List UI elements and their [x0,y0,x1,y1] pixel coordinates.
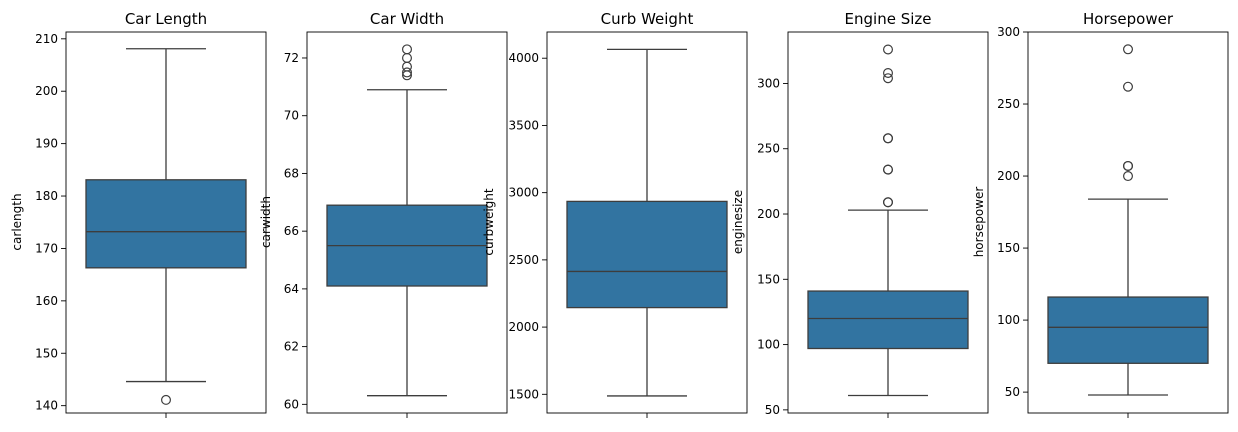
y-tick-label: 210 [35,32,58,46]
y-axis-label: carlength [10,193,24,250]
y-tick-label: 64 [284,282,299,296]
y-tick-label: 66 [284,224,299,238]
y-axis: 60 62 64 66 68 70 72 [284,51,307,411]
y-tick-label: 1500 [508,387,539,401]
outlier-point [1122,44,1133,55]
subplot-title: Horsepower [1083,10,1174,28]
y-tick-label: 150 [757,272,780,286]
y-tick-label: 72 [284,51,299,65]
y-tick-label: 3000 [508,186,539,200]
outlier-point [1122,160,1133,171]
y-tick-label: 190 [35,137,58,151]
outlier-point [882,164,893,175]
y-tick-label: 2500 [508,253,539,267]
y-tick-label: 4000 [508,51,539,65]
iqr-box [566,200,728,309]
y-tick-label: 300 [997,25,1020,39]
y-tick-label: 100 [997,313,1020,327]
y-tick-label: 70 [284,109,299,123]
y-tick-label: 140 [35,399,58,413]
iqr-box [1047,296,1209,364]
iqr-box [807,290,969,350]
subplot-horsepower: Horsepower horsepower 50 100 150 200 250 300 [972,10,1229,418]
outlier-point [882,133,893,144]
y-axis-label: curbweight [482,188,496,256]
y-tick-label: 3500 [508,118,539,132]
y-tick-label: 300 [757,76,780,90]
y-tick-label: 50 [765,403,780,417]
outlier-point [402,44,413,55]
plot-area [326,44,488,397]
y-tick-label: 62 [284,340,299,354]
plot-area [85,48,247,405]
subplot-title: Car Length [125,10,207,28]
y-axis: 1500 2000 2500 3000 3500 4000 [508,51,547,401]
y-tick-label: 68 [284,166,299,180]
y-tick-label: 160 [35,294,58,308]
subplot-title: Curb Weight [601,10,694,28]
outlier-point [882,67,893,78]
plot-area [807,44,969,397]
outlier-point [882,44,893,55]
y-tick-label: 2000 [508,320,539,334]
y-axis-label: enginesize [731,190,745,254]
y-axis-label: horsepower [972,187,986,258]
plot-area [1047,44,1209,396]
outlier-point [1122,171,1133,182]
y-tick-label: 100 [757,338,780,352]
outlier-point [882,73,893,84]
y-tick-label: 250 [757,142,780,156]
y-axis-label: carwidth [259,196,273,248]
subplot-car-length: Car Length carlength 140 150 160 170 180 190 2… [10,10,267,418]
outlier-point [882,197,893,208]
y-axis: 50 100 150 200 250 300 [757,76,788,417]
subplot-curb-weight: Curb Weight curbweight 1500 2000 2500 3000 3… [482,10,748,418]
plot-area [566,48,728,397]
y-tick-label: 50 [1005,385,1020,399]
subplot-car-width: Car Width carwidth 60 62 64 66 68 70 72 [259,10,508,418]
y-tick-label: 180 [35,189,58,203]
y-axis: 50 100 150 200 250 300 [997,25,1028,399]
y-tick-label: 250 [997,97,1020,111]
y-tick-label: 60 [284,397,299,411]
outlier-point [161,394,172,405]
y-tick-label: 200 [997,169,1020,183]
y-tick-label: 150 [997,241,1020,255]
y-axis: 140 150 160 170 180 190 200 210 [35,32,66,413]
y-tick-label: 150 [35,346,58,360]
subplot-title: Car Width [370,10,444,28]
y-tick-label: 200 [35,84,58,98]
outlier-point [402,67,413,78]
y-tick-label: 200 [757,207,780,221]
outlier-point [1122,81,1133,92]
iqr-box [85,179,247,269]
subplot-title: Engine Size [845,10,932,28]
y-tick-label: 170 [35,241,58,255]
subplot-engine-size: Engine Size enginesize 50 100 150 200 250 300 [731,10,989,418]
